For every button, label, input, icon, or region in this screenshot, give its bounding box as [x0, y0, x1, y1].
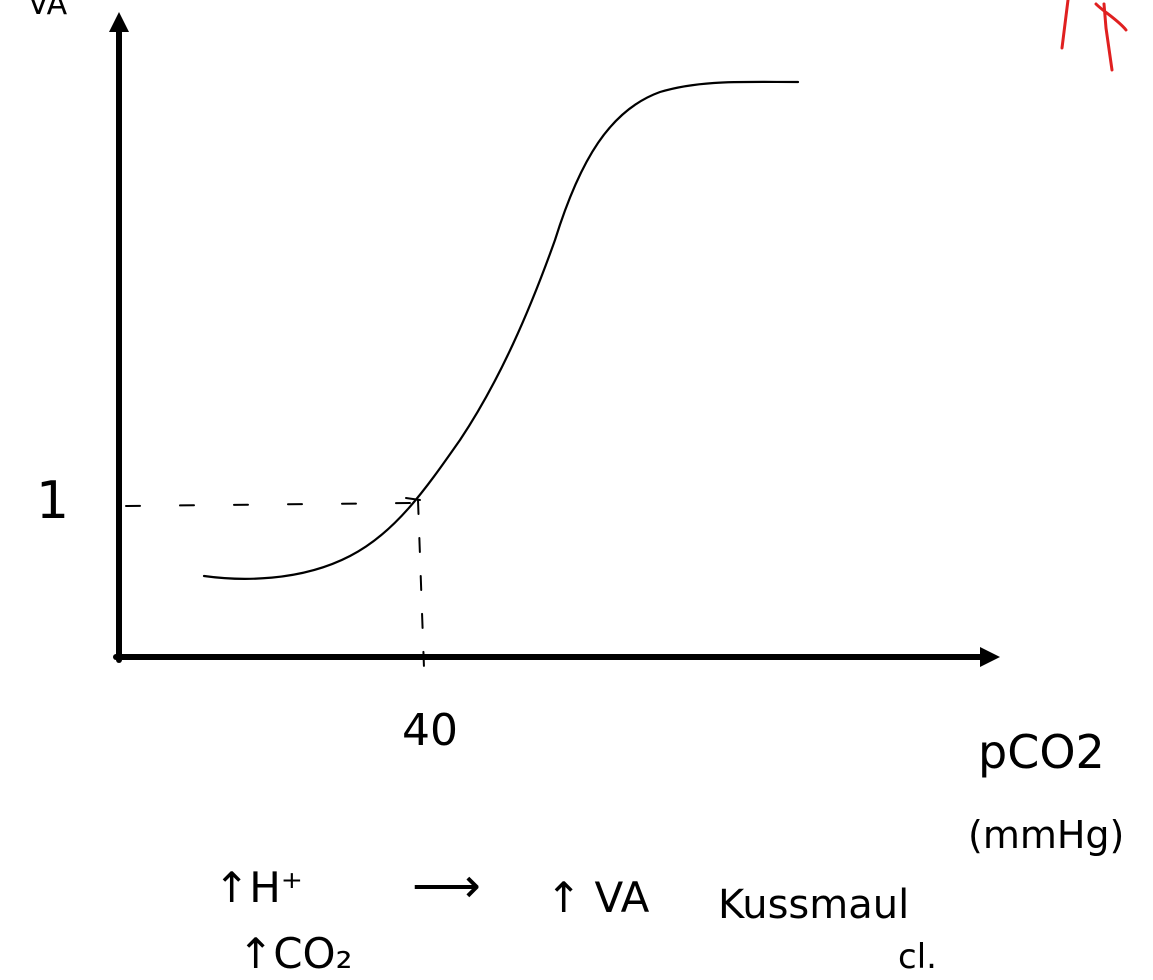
x-axis-arrowhead [980, 647, 1000, 667]
x-axis-unit: (mmHg) [968, 813, 1124, 857]
y-tick-label-1: 1 [36, 471, 69, 531]
reference-line-horizontal [125, 502, 413, 507]
y-axis-label: VA [28, 0, 68, 22]
annotation-va: ↑ VA [546, 873, 650, 922]
annotation-co2: ↑CO₂ [238, 929, 352, 978]
annotation-kussmaul: Kussmaul [718, 882, 909, 928]
reference-line-vertical [417, 499, 425, 669]
annotation-abbrev: cl. [898, 937, 937, 977]
y-axis-arrowhead [109, 12, 129, 32]
red-scribble-mark [1060, 0, 1128, 72]
reference-point-mark [405, 497, 421, 501]
series-curve [202, 80, 800, 580]
x-axis-label: pCO2 [978, 725, 1105, 779]
x-tick-label-40: 40 [402, 705, 458, 756]
annotation-h-plus: ↑H⁺ [214, 863, 303, 912]
annotation-arrow-icon: ⟶ [412, 858, 481, 914]
